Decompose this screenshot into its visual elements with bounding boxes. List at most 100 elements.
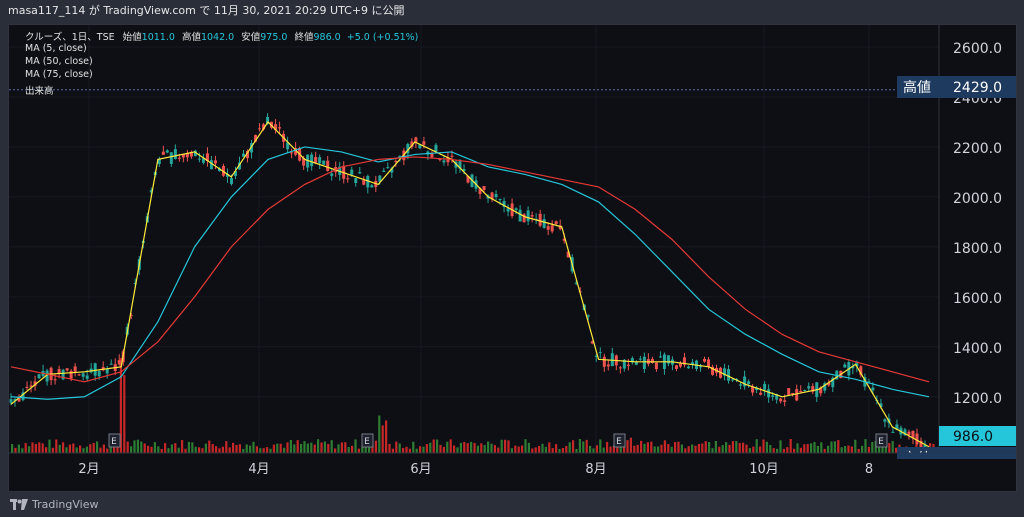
volume-bar: [347, 446, 350, 453]
volume-bar: [725, 442, 728, 453]
volume-bar: [405, 446, 408, 453]
candle-body: [674, 365, 678, 369]
candle-body: [911, 430, 915, 439]
candle-body: [354, 177, 358, 183]
chart-pane[interactable]: E E E E 1200.0 1400.0 1600.0 1800.0 2000.0 2200.…: [8, 24, 1017, 492]
candle-body: [330, 173, 334, 176]
candle-body: [843, 364, 847, 368]
time-tick-label: 4月: [248, 462, 269, 477]
legend-open-label: 始値: [122, 32, 142, 43]
volume-bar: [650, 441, 653, 453]
candle-body: [398, 155, 402, 157]
candle-body: [598, 352, 602, 354]
volume-bar: [272, 444, 275, 453]
candle-body: [526, 210, 530, 222]
volume-bar: [106, 448, 109, 453]
candle-body: [566, 251, 570, 258]
candle-body: [594, 355, 598, 357]
candle-body: [105, 368, 109, 374]
volume-bar: [490, 443, 493, 453]
volume-bar: [388, 443, 391, 453]
candle-body: [747, 381, 751, 385]
volume-bar: [96, 441, 99, 453]
volume-bar: [218, 448, 221, 453]
candle-body: [634, 361, 638, 365]
candle-body: [686, 366, 690, 369]
legend-high-value: 1042.0: [200, 32, 235, 43]
volume-bar: [636, 444, 639, 453]
legend-ma5[interactable]: MA (5, close): [25, 43, 87, 54]
legend-volume[interactable]: 出来高: [25, 86, 54, 97]
volume-bar: [782, 448, 785, 453]
volume-bar: [378, 415, 381, 453]
volume-bar: [361, 447, 364, 453]
volume-bar: [660, 444, 663, 453]
volume-bar: [854, 439, 857, 453]
legend-ma50[interactable]: MA (50, close): [25, 56, 93, 67]
volume-bar: [371, 443, 374, 453]
volume-bar: [568, 442, 571, 453]
volume-bar: [283, 447, 286, 453]
volume-bar: [337, 444, 340, 453]
volume-bar: [514, 445, 517, 453]
candle-body: [574, 282, 578, 284]
time-tick-label: 2月: [78, 462, 99, 477]
legend-change: +5.0 (+0.51%): [346, 32, 419, 43]
chart-canvas[interactable]: E E E E 1200.0 1400.0 1600.0 1800.0 2000.0 2200.…: [9, 25, 1016, 491]
volume-bar: [211, 444, 214, 453]
volume-bar: [572, 440, 575, 453]
candle-body: [630, 358, 634, 363]
candle-body: [787, 388, 791, 395]
tradingview-logo[interactable]: TradingView: [10, 498, 98, 511]
volume-bar: [867, 446, 870, 453]
volume-bar: [507, 440, 510, 453]
volume-bar: [317, 439, 320, 453]
price-axis: 1200.01400.01600.01800.02000.02200.02400…: [938, 25, 1016, 491]
candle-body: [783, 400, 787, 402]
volume-bar: [837, 440, 840, 453]
volume-bar: [123, 375, 126, 453]
volume-bar: [466, 443, 469, 453]
candle-body: [450, 155, 454, 157]
candle-body: [33, 381, 37, 387]
volume-bar: [249, 445, 252, 453]
volume-bar: [201, 448, 204, 453]
volume-bar: [769, 445, 772, 453]
candle-body: [117, 360, 121, 365]
candle-body: [554, 221, 558, 224]
volume-bar: [786, 447, 789, 453]
volume-bar: [102, 444, 105, 453]
candle-body: [650, 358, 654, 363]
volume-bar: [565, 445, 568, 453]
candle-body: [177, 157, 181, 159]
candle-body: [109, 363, 113, 365]
volume-bar: [602, 447, 605, 453]
candle-body: [602, 356, 606, 367]
candle-body: [61, 369, 65, 380]
candle-body: [326, 160, 330, 172]
volume-bars: [11, 357, 935, 453]
volume-bar: [595, 445, 598, 453]
candle-body: [883, 419, 887, 422]
volume-bar: [330, 440, 333, 453]
volume-bar: [255, 446, 258, 453]
volume-bar: [823, 448, 826, 453]
legend-ma75[interactable]: MA (75, close): [25, 69, 93, 80]
volume-bar: [816, 445, 819, 453]
volume-bar: [840, 447, 843, 453]
grid: [9, 25, 939, 453]
candle-body: [490, 192, 494, 200]
candle-body: [530, 215, 534, 217]
candle-body: [350, 169, 354, 175]
candle-body: [322, 160, 326, 165]
candle-body: [201, 158, 205, 163]
volume-bar: [245, 444, 248, 453]
candle-body: [678, 362, 682, 367]
volume-bar: [500, 439, 503, 453]
candle-body: [258, 128, 262, 130]
volume-bar: [432, 439, 435, 453]
volume-bar: [276, 443, 279, 453]
volume-bar: [810, 443, 813, 453]
candle-body: [658, 356, 662, 358]
volume-bar: [41, 443, 44, 453]
